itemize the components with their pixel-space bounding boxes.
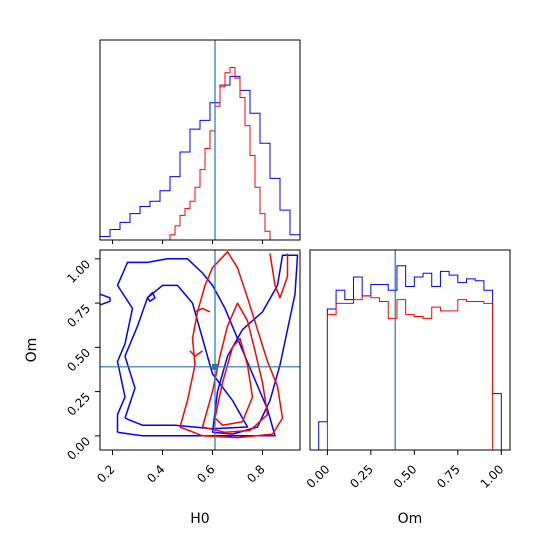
hist-Om-x-tick-label: 0.25 (347, 462, 376, 491)
x-axis-label-H0: H0 (190, 511, 209, 527)
contour-line-3 (100, 293, 111, 306)
hist-H0-panel (99, 39, 301, 244)
contour-line-10 (189, 350, 203, 357)
contour-x-tick-label: 0.8 (244, 462, 267, 485)
contour-y-tick-label: 0.50 (64, 346, 93, 375)
contour-line-7 (214, 337, 254, 426)
hist-Om-frame (309, 249, 511, 451)
contour-line-0 (116, 258, 276, 437)
contour-x-tick-label: 0.2 (94, 462, 117, 485)
hist-H0-plot-area (99, 40, 301, 244)
hist-Om-series-blue (318, 265, 502, 450)
contour-y-ticks: 0.00 0.25 0.50 0.75 1.00 (64, 257, 100, 463)
contour-panel: 0.2 0.4 0.6 0.8 0.00 0.25 0.50 0.75 1.00 H0 Om (24, 249, 301, 527)
hist-Om-series-red (326, 295, 502, 451)
hist-Om-panel: 0.00 0.25 0.50 0.75 1.00 Om (304, 249, 511, 527)
contour-y-tick-label: 0.00 (64, 434, 93, 463)
contour-line-5 (179, 251, 284, 439)
hist-Om-x-tick-label: 1.00 (478, 462, 507, 491)
contour-line-8 (269, 253, 289, 299)
hist-Om-x-tick-label: 0.75 (434, 462, 463, 491)
contour-plot-area (100, 250, 300, 450)
contour-truth-marker (212, 363, 218, 370)
hist-Om-plot-area (318, 250, 502, 451)
contour-line-6 (201, 302, 269, 434)
contour-y-tick-label: 1.00 (64, 257, 93, 286)
x-axis-label-Om: Om (398, 511, 423, 527)
hist-H0-frame (99, 39, 301, 241)
contour-x-ticks: 0.2 0.4 0.6 0.8 (94, 450, 268, 486)
contour-y-tick-label: 0.75 (64, 301, 93, 330)
contour-frame (99, 249, 301, 451)
y-axis-label-Om: Om (24, 338, 40, 363)
hist-H0-series-red (169, 67, 275, 241)
contour-line-1 (124, 284, 249, 430)
hist-Om-x-tick-label: 0.50 (391, 462, 420, 491)
contour-lines (100, 251, 299, 439)
contour-x-tick-label: 0.4 (144, 462, 167, 485)
contour-y-tick-label: 0.25 (64, 390, 93, 419)
contour-x-tick-label: 0.6 (194, 462, 217, 485)
contour-line-4 (146, 291, 156, 303)
hist-Om-x-tick-label: 0.00 (304, 462, 333, 491)
contour-line-9 (194, 307, 211, 313)
hist-H0-series-blue (99, 75, 301, 240)
hist-Om-x-ticks: 0.00 0.25 0.50 0.75 1.00 (304, 450, 507, 491)
